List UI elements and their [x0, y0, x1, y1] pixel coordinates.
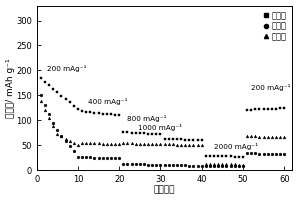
Legend: 实例一, 实例二, 实例三: 实例一, 实例二, 实例三: [261, 10, 288, 43]
X-axis label: 循环次数: 循环次数: [154, 185, 175, 194]
实例二: [241, 165, 245, 167]
Line: 实例三: 实例三: [39, 100, 286, 166]
实例二: [109, 157, 113, 159]
Text: 1000 mAg⁻¹: 1000 mAg⁻¹: [138, 124, 182, 131]
Line: 实例一: 实例一: [39, 77, 286, 158]
实例三: [241, 164, 245, 166]
实例一: [117, 114, 121, 117]
实例二: [282, 153, 286, 155]
Y-axis label: 比容量/ mAh g⁻¹: 比容量/ mAh g⁻¹: [6, 58, 15, 118]
Text: 200 mAg⁻¹: 200 mAg⁻¹: [47, 65, 86, 72]
实例三: [39, 100, 43, 103]
实例二: [39, 94, 43, 97]
实例一: [241, 156, 245, 158]
实例一: [39, 77, 43, 80]
Text: 200 mAg⁻¹: 200 mAg⁻¹: [251, 84, 291, 91]
实例一: [109, 113, 113, 116]
实例二: [101, 157, 104, 159]
实例二: [192, 164, 195, 167]
实例三: [101, 142, 104, 145]
实例三: [192, 144, 195, 146]
实例二: [122, 163, 125, 165]
实例二: [80, 156, 84, 158]
实例三: [282, 136, 286, 138]
Text: 800 mAg⁻¹: 800 mAg⁻¹: [128, 115, 167, 122]
实例一: [282, 107, 286, 110]
实例一: [192, 139, 195, 141]
实例三: [109, 143, 113, 145]
Text: 2000 mAg⁻¹: 2000 mAg⁻¹: [214, 143, 258, 150]
实例一: [80, 110, 84, 113]
实例二: [117, 157, 121, 159]
实例三: [80, 142, 84, 144]
实例三: [122, 142, 125, 144]
Text: 400 mAg⁻¹: 400 mAg⁻¹: [88, 98, 128, 105]
Line: 实例二: 实例二: [39, 94, 286, 168]
实例一: [122, 131, 125, 133]
实例一: [101, 112, 104, 115]
实例三: [117, 143, 121, 145]
